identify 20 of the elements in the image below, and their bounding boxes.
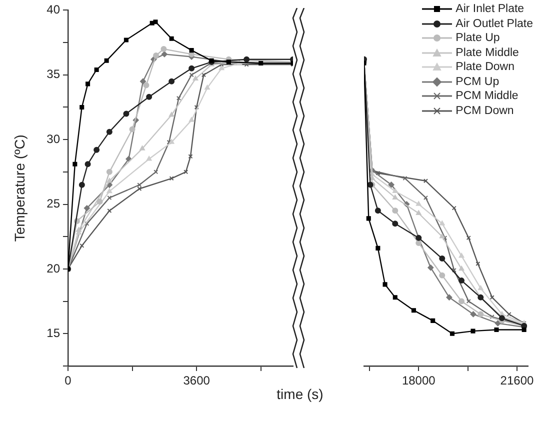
y-tick-label: 25 — [46, 196, 60, 211]
legend-label: Plate Middle — [456, 46, 519, 60]
x-tick-label: 18000 — [402, 374, 436, 388]
x-tick-label: 0 — [64, 374, 72, 388]
legend-label: Plate Up — [456, 31, 500, 46]
legend-label: PCM Middle — [456, 89, 518, 104]
legend-label: Air Inlet Plate — [456, 2, 524, 16]
x-axis-title: time (s) — [276, 386, 324, 402]
legend-label: PCM Down — [456, 104, 514, 118]
x-tick-label: 3600 — [183, 374, 210, 388]
y-axis-title: Temperature (ºC) — [11, 134, 28, 242]
y-tick-label: 30 — [46, 132, 60, 146]
y-tick-label: 35 — [46, 67, 60, 82]
y-tick-label: 20 — [46, 261, 60, 276]
legend-label: Air Outlet Plate — [456, 16, 533, 31]
legend-label: Plate Down — [456, 60, 514, 74]
x-tick-label: 21600 — [500, 374, 534, 388]
legend-label: PCM Up — [456, 74, 500, 89]
y-tick-label: 15 — [46, 326, 60, 340]
y-tick-label: 40 — [46, 2, 60, 17]
